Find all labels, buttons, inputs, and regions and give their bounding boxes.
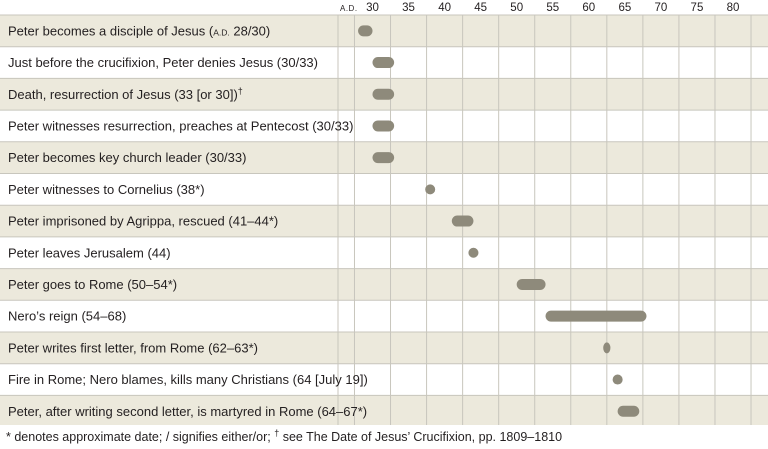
row-label: Fire in Rome; Nero blames, kills many Ch…	[8, 372, 368, 387]
footnote-text-2: see The Date of Jesus’ Crucifixion, pp. …	[279, 430, 563, 445]
event-bar	[545, 310, 647, 322]
row-label: Peter witnesses resurrection, preaches a…	[8, 118, 353, 133]
row-label: Nero’s reign (54–68)	[8, 309, 126, 324]
row-background	[0, 173, 768, 206]
row-label: Peter becomes key church leader (30/33)	[8, 150, 246, 165]
footnote-text-1: * denotes approximate date; / signifies …	[6, 430, 275, 445]
row-label: Peter goes to Rome (50–54*)	[8, 277, 177, 292]
x-tick-label: 60	[582, 2, 595, 14]
x-tick-label: 35	[402, 2, 415, 14]
event-dot	[425, 184, 436, 195]
event-bar	[372, 88, 395, 100]
row-background	[0, 15, 768, 47]
footnote: * denotes approximate date; / signifies …	[6, 428, 562, 444]
row-label: Peter, after writing second letter, is m…	[8, 404, 367, 419]
x-tick-label: 50	[510, 2, 523, 14]
row-background	[0, 395, 768, 425]
row-background	[0, 236, 768, 269]
footnote-dagger: †	[274, 428, 280, 438]
row-label: Peter imprisoned by Agrippa, rescued (41…	[8, 214, 278, 229]
row-background	[0, 363, 768, 396]
x-tick-label: 80	[727, 2, 740, 14]
x-tick-label: 65	[618, 2, 631, 14]
event-bar	[358, 25, 373, 37]
row-background	[0, 268, 768, 301]
row-label: Peter witnesses to Cornelius (38*)	[8, 182, 205, 197]
x-tick-label: 75	[691, 2, 704, 14]
event-bar	[617, 405, 640, 417]
x-tick-label: 40	[438, 2, 451, 14]
event-dot	[612, 374, 623, 385]
row-label: Peter becomes a disciple of Jesus (A.D. …	[8, 23, 270, 38]
event-bar	[451, 215, 474, 227]
event-dot	[468, 247, 479, 258]
x-tick-label: 30	[366, 2, 379, 14]
row-label: Peter writes first letter, from Rome (62…	[8, 340, 258, 355]
event-bar	[372, 120, 395, 132]
x-tick-label: 70	[655, 2, 668, 14]
event-bar	[372, 152, 395, 164]
row-label: Peter leaves Jerusalem (44)	[8, 245, 171, 260]
timeline-chart: A.D. 30 35 40 45 50 55 60 65 70 75 80 Peter becomes …	[0, 2, 768, 425]
row-label: Death, resurrection of Jesus (33 [or 30]…	[8, 86, 243, 102]
x-tick-label: 55	[546, 2, 559, 14]
x-tick-label: 45	[474, 2, 487, 14]
row-label: Just before the crucifixion, Peter denie…	[8, 55, 318, 70]
axis-era-label: A.D.	[340, 4, 358, 13]
event-bar	[372, 57, 395, 69]
row-background	[0, 205, 768, 237]
event-bar	[603, 342, 611, 354]
row-background	[0, 332, 768, 364]
event-bar	[516, 278, 546, 290]
